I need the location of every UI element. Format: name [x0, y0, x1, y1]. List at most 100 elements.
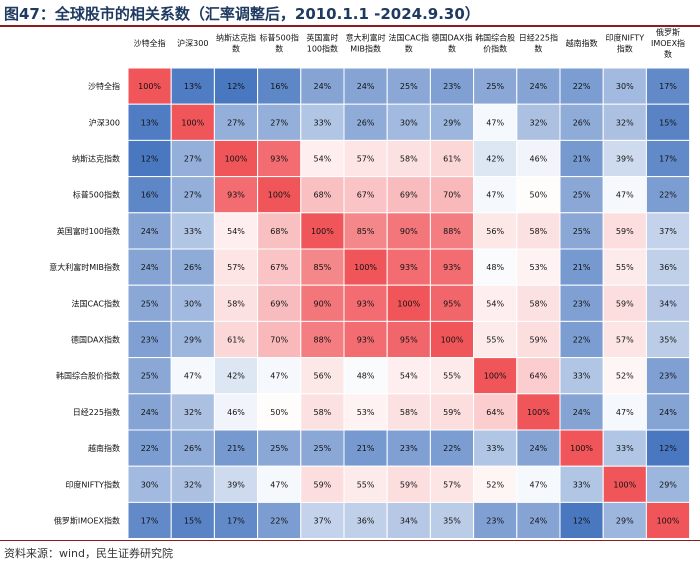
title-divider	[0, 25, 700, 27]
cell-value-label: 88%	[443, 227, 461, 236]
heatmap-cell	[602, 212, 647, 250]
column-label: 数	[664, 49, 672, 59]
heatmap-cell	[645, 212, 691, 250]
heatmap-cell	[645, 248, 691, 286]
heatmap-cell	[127, 139, 172, 178]
column-label: 数	[448, 44, 456, 54]
cell-value-label: 95%	[443, 299, 461, 308]
column-label: 韩国综合股	[475, 33, 515, 43]
heatmap-cell	[127, 176, 172, 214]
cell-value-label: 59%	[314, 480, 332, 489]
cell-value-label: 100%	[181, 118, 204, 127]
heatmap-cell	[602, 67, 647, 105]
cell-value-label: 27%	[270, 118, 288, 127]
cell-value-label: 22%	[141, 444, 159, 453]
cell-value-label: 30%	[184, 299, 202, 308]
cell-value-label: 100%	[354, 263, 377, 272]
heatmap-cell	[213, 357, 259, 395]
cell-value-label: 30%	[616, 82, 634, 91]
cell-value-label: 57%	[616, 336, 634, 345]
cell-value-label: 100%	[657, 517, 680, 526]
heatmap-cell	[516, 67, 561, 105]
cell-value-label: 25%	[573, 191, 591, 200]
cell-value-label: 23%	[141, 336, 159, 345]
cell-value-label: 30%	[400, 118, 418, 127]
heatmap-cell	[213, 212, 259, 250]
cell-value-label: 61%	[443, 155, 461, 164]
heatmap-cell	[343, 176, 388, 214]
cell-value-label: 32%	[530, 118, 548, 127]
cell-value-label: 24%	[573, 408, 591, 417]
column-label: 印度NIFTY	[606, 33, 645, 43]
heatmap-cell	[343, 393, 388, 431]
cell-value-label: 47%	[486, 118, 504, 127]
heatmap-cell	[386, 212, 431, 250]
cell-value-label: 25%	[270, 444, 288, 453]
cell-value-label: 33%	[486, 444, 504, 453]
cell-value-label: 100%	[138, 82, 161, 91]
cell-value-label: 93%	[400, 263, 418, 272]
heatmap-cell	[257, 393, 302, 431]
heatmap-cell	[170, 429, 215, 467]
cell-value-label: 34%	[400, 517, 418, 526]
column-label: 100指数	[307, 44, 338, 54]
cell-value-label: 12%	[573, 517, 591, 526]
heatmap-cell	[559, 248, 604, 286]
row-label: 日经225指数	[73, 407, 120, 417]
heatmap-cell	[213, 176, 259, 214]
cell-value-label: 21%	[227, 444, 245, 453]
heatmap-cell	[473, 176, 518, 214]
cell-value-label: 58%	[400, 408, 418, 417]
heatmap-cell	[473, 429, 518, 467]
column-label: 数	[405, 44, 413, 54]
cell-value-label: 16%	[141, 191, 159, 200]
cell-value-label: 25%	[400, 82, 418, 91]
cell-value-label: 85%	[314, 263, 332, 272]
cell-value-label: 59%	[530, 336, 548, 345]
heatmap-cell	[257, 248, 302, 286]
heatmap-cell	[473, 284, 518, 322]
cell-value-label: 39%	[227, 480, 245, 489]
heatmap-cell	[386, 501, 431, 538]
cell-value-label: 29%	[184, 336, 202, 345]
row-label: 沙特全指	[88, 81, 120, 91]
cell-value-label: 33%	[184, 227, 202, 236]
heatmap-cell	[127, 67, 172, 105]
cell-value-label: 69%	[270, 299, 288, 308]
heatmap-cell	[645, 139, 691, 178]
cell-value-label: 93%	[270, 155, 288, 164]
heatmap-cell	[645, 176, 691, 214]
column-label: 法国CAC指	[389, 33, 430, 43]
heatmap-cell	[300, 139, 345, 178]
heatmap-cell	[300, 393, 345, 431]
cell-value-label: 100%	[441, 336, 464, 345]
cell-value-label: 93%	[443, 263, 461, 272]
cell-value-label: 53%	[357, 408, 375, 417]
heatmap-cell	[127, 501, 172, 538]
heatmap-cell	[300, 465, 345, 503]
heatmap-cell	[429, 248, 475, 286]
heatmap-cell	[602, 320, 647, 359]
heatmap-cell	[645, 501, 691, 538]
cell-value-label: 22%	[573, 336, 591, 345]
heatmap-cell	[300, 320, 345, 359]
cell-value-label: 46%	[227, 408, 245, 417]
row-label: 越南指数	[88, 443, 120, 453]
heatmap-cell	[473, 393, 518, 431]
heatmap-cell	[213, 393, 259, 431]
cell-value-label: 33%	[573, 372, 591, 381]
cell-value-label: 36%	[357, 517, 375, 526]
column-label: 俄罗斯	[656, 28, 680, 37]
heatmap-cell	[127, 284, 172, 322]
column-label: IMOEX指	[651, 38, 685, 48]
cell-value-label: 33%	[573, 480, 591, 489]
row-label: 英国富时100指数	[57, 226, 120, 236]
heatmap-cell	[602, 393, 647, 431]
cell-value-label: 58%	[400, 155, 418, 164]
cell-value-label: 100%	[225, 155, 248, 164]
heatmap-cell	[386, 248, 431, 286]
heatmap-cell	[429, 501, 475, 538]
cell-value-label: 17%	[659, 155, 677, 164]
cell-value-label: 25%	[486, 82, 504, 91]
heatmap-cell	[429, 176, 475, 214]
